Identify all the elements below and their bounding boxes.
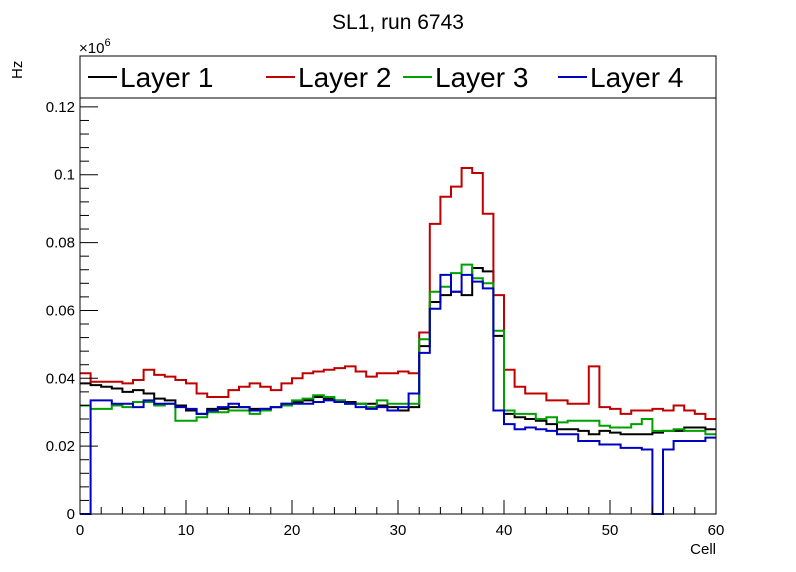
y-axis-multiplier: ×106 [79, 37, 111, 57]
legend-label: Layer 4 [590, 62, 683, 93]
x-tick-label: 50 [602, 522, 619, 539]
legend-item-2: Layer 2 [266, 62, 391, 93]
legend-label: Layer 1 [120, 62, 213, 93]
x-tick-label: 40 [496, 522, 513, 539]
series-line-4 [80, 273, 716, 515]
legend-label: Layer 3 [435, 62, 528, 93]
y-axis-label: Hz [9, 61, 26, 79]
x-tick-label: 0 [76, 522, 84, 539]
series-layer [80, 166, 716, 515]
legend-label: Layer 2 [298, 62, 391, 93]
y-tick-label: 0.06 [46, 302, 75, 319]
series-line-2 [80, 166, 716, 421]
axis-layer: 0 10 20 30 40 50 60 0 0.02 0.04 0.06 0.08 0.1 0.12 [46, 65, 725, 539]
y-axis-multiplier-base: ×10 [79, 40, 104, 57]
series-line-3 [80, 263, 716, 436]
y-tick-label: 0.02 [46, 438, 75, 455]
x-tick-label: 20 [284, 522, 301, 539]
x-tick-label: 10 [178, 522, 195, 539]
x-tick-label: 30 [390, 522, 407, 539]
y-tick-label: 0 [67, 506, 75, 523]
legend-item-4: Layer 4 [558, 62, 683, 93]
y-tick-label: 0.12 [46, 99, 75, 116]
y-tick-label: 0.08 [46, 235, 75, 252]
y-tick-label: 0.1 [54, 167, 75, 184]
legend-frame [79, 55, 717, 99]
legend: Layer 1 Layer 2 Layer 3 Layer 4 [79, 55, 717, 99]
legend-items: Layer 1 Layer 2 Layer 3 Layer 4 [88, 62, 683, 93]
legend-item-3: Layer 3 [403, 62, 528, 93]
x-tick-label: 60 [708, 522, 725, 539]
x-axis-label: Cell [690, 541, 716, 558]
legend-item-1: Layer 1 [88, 62, 213, 93]
y-tick-label: 0.04 [46, 370, 75, 387]
chart-title: SL1, run 6743 [332, 11, 464, 34]
y-axis-multiplier-exponent: 6 [104, 37, 110, 49]
